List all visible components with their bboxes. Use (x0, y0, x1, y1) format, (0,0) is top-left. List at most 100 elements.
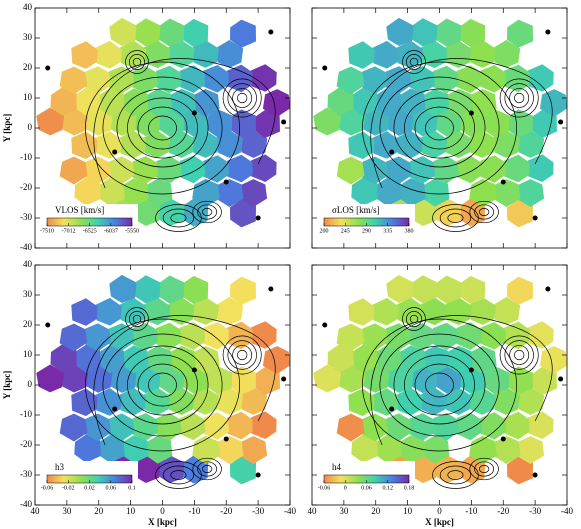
x-tick-label: 20 (94, 506, 104, 516)
x-tick-label: -10 (188, 506, 200, 516)
y-tick-label: -40 (20, 242, 32, 252)
cell (157, 365, 185, 394)
colorbar-tick-label: 0 (344, 485, 347, 491)
contour (232, 345, 253, 365)
cell (434, 275, 462, 304)
cell (131, 413, 159, 441)
x-tick-label: 0 (437, 506, 442, 516)
cell (361, 107, 390, 136)
cell (181, 108, 209, 137)
cell (133, 197, 161, 226)
x-tick-label: 40 (31, 506, 41, 516)
cell (468, 297, 496, 325)
source (112, 406, 118, 412)
cell (374, 434, 402, 463)
cell (410, 18, 438, 47)
contour (406, 53, 423, 70)
x-axis-label: X [kpc] (148, 517, 177, 527)
contour (201, 465, 213, 473)
contour (447, 470, 464, 480)
contour (137, 106, 188, 150)
contour (227, 83, 257, 113)
contour (402, 307, 426, 331)
source (500, 179, 506, 185)
cell (133, 18, 161, 47)
colorbar-tick-label: 0.18 (404, 485, 415, 491)
cell (227, 64, 253, 93)
cell (348, 41, 375, 69)
source (45, 322, 51, 328)
contour (514, 349, 525, 361)
x-tick-label: 30 (339, 506, 349, 516)
contour (237, 92, 248, 104)
cell (71, 131, 98, 160)
cell (410, 197, 438, 226)
cell (230, 456, 256, 485)
contour (439, 465, 472, 485)
cell (351, 344, 378, 373)
cell (479, 155, 506, 183)
source (268, 286, 274, 292)
cell (410, 454, 438, 483)
colorbar-tick-label: -5550 (125, 228, 139, 234)
cell (361, 364, 390, 393)
source (255, 472, 261, 478)
colorbar-tick-label: -0.02 (62, 485, 75, 491)
contour (474, 204, 495, 220)
cell (84, 107, 113, 136)
cell (492, 297, 521, 325)
cell (143, 387, 171, 416)
source (500, 436, 506, 442)
cell (239, 387, 268, 415)
source (532, 472, 538, 478)
cell (479, 412, 506, 440)
y-tick-label: 0 (28, 379, 33, 389)
source (389, 149, 395, 155)
cell (83, 323, 111, 352)
cell (59, 323, 88, 352)
y-tick-label: 20 (23, 319, 33, 329)
cell (203, 322, 229, 350)
cell (398, 178, 426, 207)
cell (539, 346, 567, 374)
contour (127, 97, 198, 159)
contour (469, 457, 499, 481)
contour (370, 315, 553, 446)
y-tick-label: 30 (23, 32, 33, 42)
colorbar-tick-label: -0.06 (41, 485, 54, 491)
cell (97, 434, 125, 463)
source (45, 65, 51, 71)
cell (121, 88, 149, 117)
cell (154, 322, 182, 351)
contour (116, 88, 209, 168)
cell (455, 65, 483, 93)
contour (393, 345, 486, 425)
cell (398, 88, 426, 117)
colorbar-tick-label: 0.1 (128, 485, 136, 491)
cell (492, 40, 521, 68)
source (223, 436, 229, 442)
cell (239, 436, 268, 464)
cell (527, 154, 554, 182)
cell (50, 344, 77, 373)
cell (157, 455, 185, 484)
y-tick-label: 40 (23, 259, 33, 269)
cell (360, 323, 388, 352)
x-tick-label: 40 (308, 506, 318, 516)
cell (336, 156, 365, 185)
contour (414, 363, 465, 407)
contour (127, 354, 198, 416)
cell (143, 130, 171, 159)
cell (420, 130, 448, 159)
cell (408, 413, 436, 441)
colorbar-label: σLOS [km/s] (332, 205, 380, 215)
cell (444, 387, 472, 415)
map-cells (36, 274, 290, 489)
cell (226, 154, 253, 183)
y-tick-label: -20 (20, 182, 32, 192)
colorbar-tick-label: 380 (405, 228, 414, 234)
cell (458, 365, 486, 394)
cell (131, 66, 158, 94)
y-tick-label: -30 (20, 212, 32, 222)
cell (215, 179, 244, 207)
